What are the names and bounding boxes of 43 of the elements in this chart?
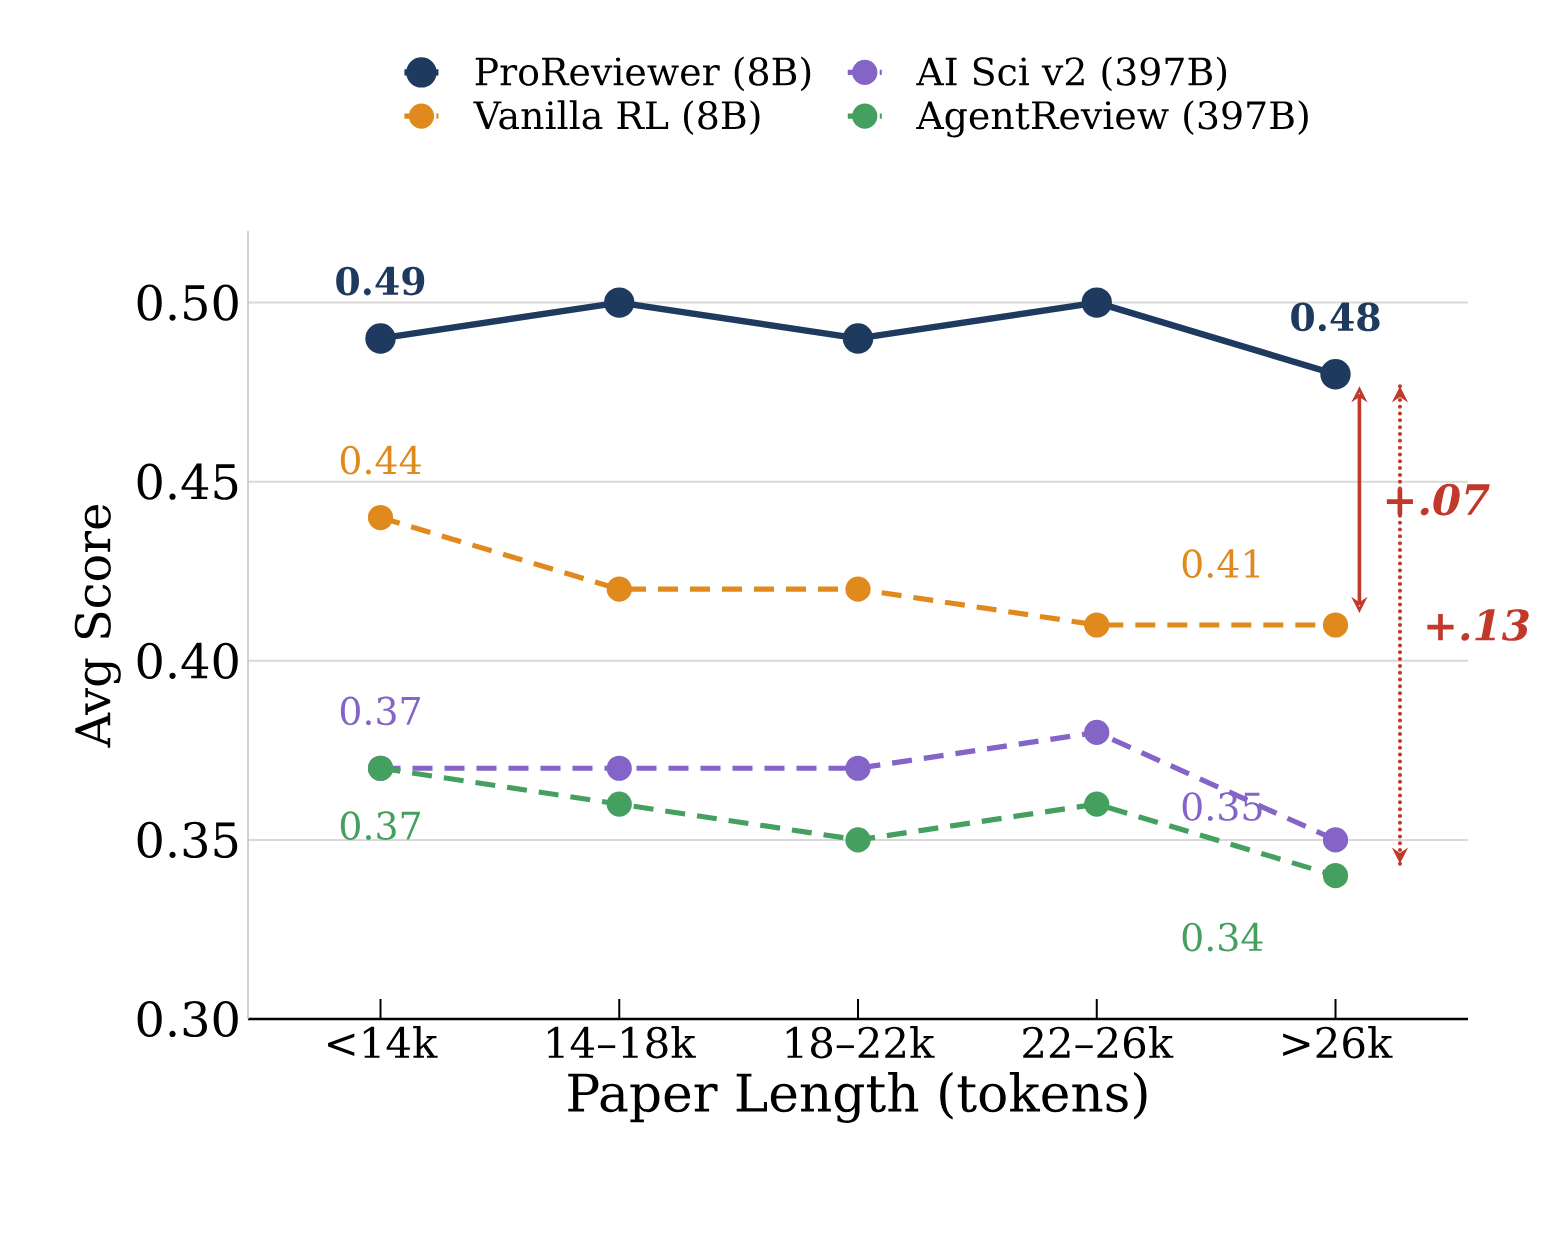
point: [1320, 359, 1351, 390]
point: [606, 755, 632, 781]
point: [365, 323, 396, 354]
legend-label: ProReviewer (8B): [475, 56, 811, 92]
x-tick-label: 14–18k: [547, 1026, 696, 1059]
y-tick-label: 0.35: [137, 821, 238, 858]
data-label: 0.48: [1291, 302, 1380, 332]
point: [606, 576, 632, 602]
data-label: 0.44: [340, 445, 421, 475]
y-axis-title: Avg Score: [74, 504, 121, 748]
x-axis-title: Paper Length (tokens): [568, 1072, 1147, 1123]
legend-label: AgentReview (397B): [916, 100, 1308, 138]
point: [842, 323, 874, 354]
point: [1081, 287, 1112, 318]
data-label: 0.49: [336, 266, 425, 296]
point: [1084, 612, 1110, 638]
point: [367, 504, 394, 531]
point: [606, 791, 632, 817]
point: [1322, 827, 1349, 853]
point: [845, 755, 871, 781]
data-label: 0.37: [340, 696, 420, 726]
point: [1084, 791, 1110, 817]
annotation: +.13: [1427, 609, 1529, 641]
point: [1322, 612, 1349, 638]
point: [1084, 719, 1110, 746]
x-tick-label: 22–26k: [1023, 1026, 1174, 1059]
y-tick-label: 0.45: [137, 463, 238, 500]
point: [604, 287, 635, 318]
point: [845, 576, 871, 602]
annotation: +.07: [1386, 483, 1490, 516]
x-tick-label: 18–22k: [786, 1026, 935, 1059]
legend-label: AI Sci v2 (397B): [916, 56, 1227, 92]
data-label: 0.34: [1182, 922, 1263, 952]
x-tick-label: <14k: [328, 1026, 438, 1058]
data-label: 0.37: [340, 811, 420, 840]
y-tick-label: 0.50: [137, 284, 238, 321]
y-tick-label: 0.40: [137, 642, 238, 679]
legend-label: Vanilla RL (8B): [473, 100, 760, 135]
point: [845, 827, 871, 853]
data-label: 0.41: [1182, 549, 1260, 578]
y-tick-label: 0.30: [137, 1000, 238, 1038]
point: [1322, 863, 1349, 889]
x-tick-label: >26k: [1283, 1026, 1393, 1059]
